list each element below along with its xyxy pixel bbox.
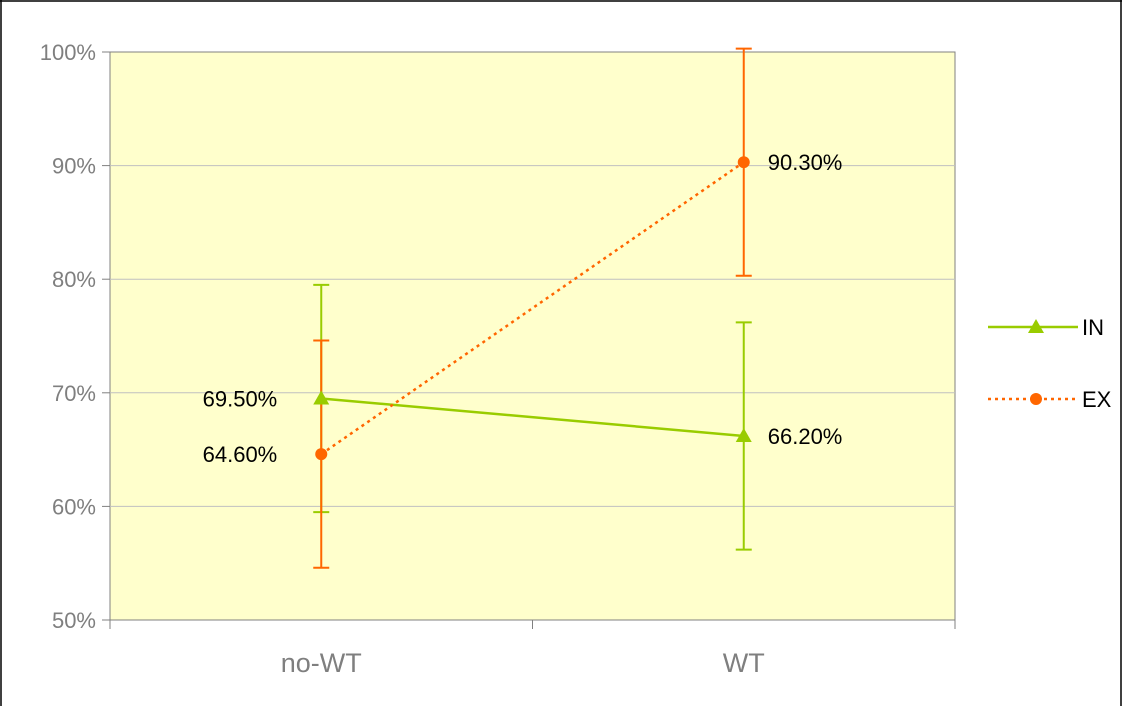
y-tick-label: 100% xyxy=(40,40,96,65)
series xyxy=(313,47,752,569)
x-category-label: WT xyxy=(723,648,765,678)
ex-point xyxy=(737,156,750,169)
legend-in-label: IN xyxy=(1082,315,1104,340)
y-tick-label: 70% xyxy=(52,381,96,406)
in-data-label: 66.20% xyxy=(768,424,843,449)
x-category-label: no-WT xyxy=(281,648,362,678)
ex-data-label: 90.30% xyxy=(768,150,843,175)
legend-ex-label: EX xyxy=(1082,387,1112,412)
legend-ex-marker xyxy=(1030,393,1042,405)
legend-item-in: IN xyxy=(988,315,1104,340)
axes: 50% 60% 70% 80% 90% 100% no-WT WT xyxy=(40,40,956,678)
y-tick-label: 80% xyxy=(52,267,96,292)
ex-series-line xyxy=(320,161,745,456)
legend-in-marker xyxy=(1028,319,1044,333)
legend: IN EX xyxy=(988,315,1112,412)
ex-data-label: 64.60% xyxy=(203,442,278,467)
y-tick-label: 50% xyxy=(52,608,96,633)
ex-point xyxy=(315,448,328,461)
in-point xyxy=(735,427,752,442)
data-labels: 69.50% 66.20% 64.60% 90.30% xyxy=(203,150,843,467)
plot-area xyxy=(109,51,956,621)
gridlines xyxy=(110,165,955,507)
y-tick-label: 90% xyxy=(52,154,96,179)
in-point xyxy=(313,390,330,405)
in-data-label: 69.50% xyxy=(203,386,278,411)
y-tick-label: 60% xyxy=(52,494,96,519)
legend-item-ex: EX xyxy=(988,387,1112,412)
